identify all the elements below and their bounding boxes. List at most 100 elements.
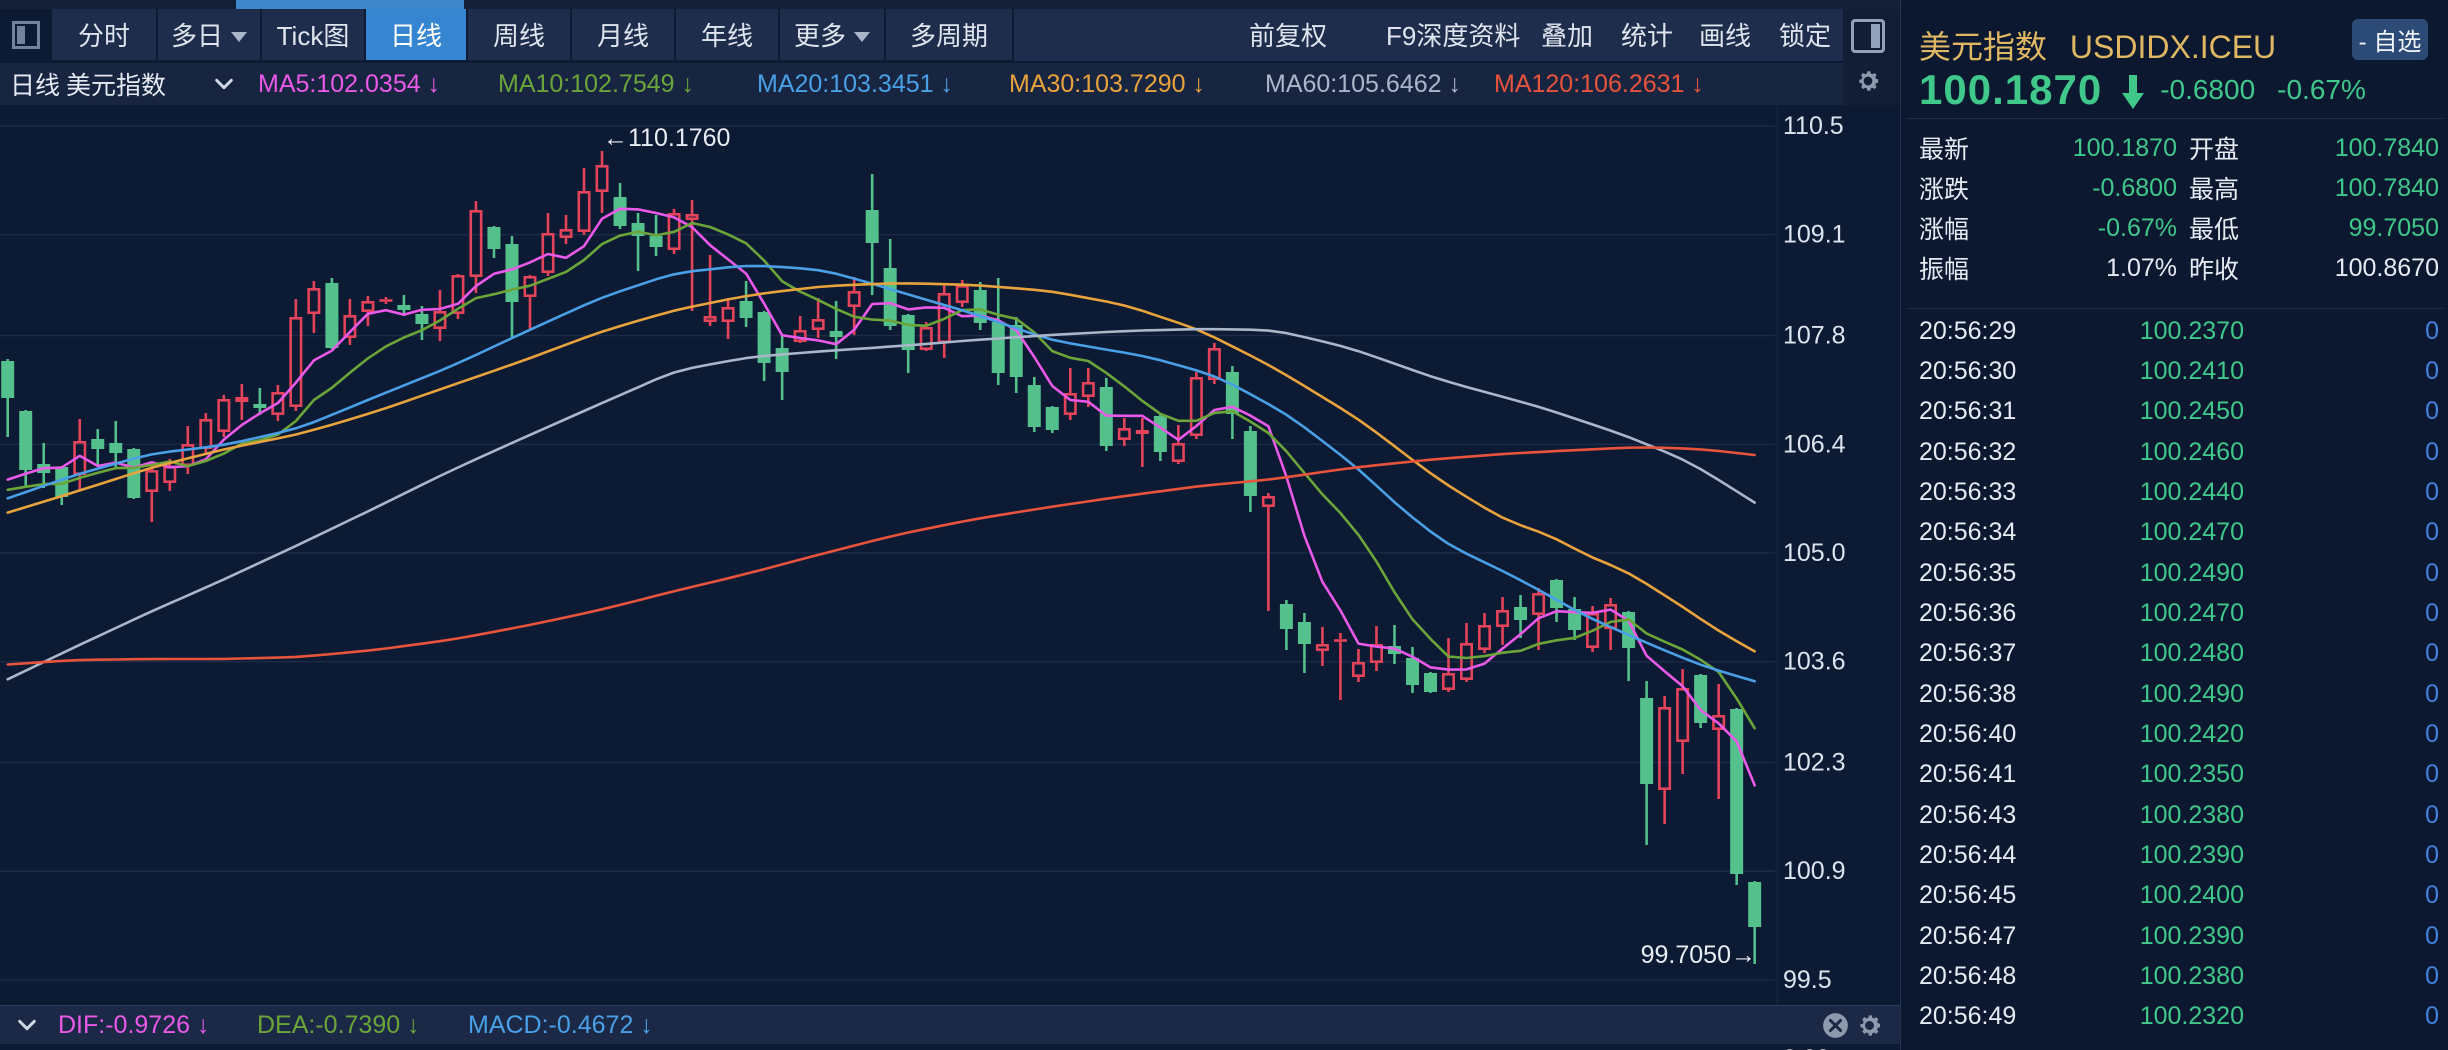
- candlestick-chart[interactable]: 110.5 109.1 107.8 106.4 105.0 103.6 102.3 100.9…: [0, 0, 1900, 1050]
- indicator-settings-gear-icon[interactable]: [1855, 68, 1881, 99]
- y-axis-tick: 110.5: [1783, 112, 1844, 140]
- expand-chevron-icon[interactable]: [16, 1006, 38, 1044]
- macd-axis-partial-label: 0.00: [1783, 1045, 1830, 1050]
- tick-time: 20:56:45: [1919, 881, 2017, 910]
- tick-time: 20:56:34: [1919, 518, 2017, 547]
- candle: [1117, 417, 1131, 446]
- ma-line-MA5: [6, 207, 1756, 787]
- panel-toggle-icon[interactable]: [1851, 19, 1885, 53]
- tab-Tick图[interactable]: Tick图: [262, 9, 364, 60]
- tab-月线[interactable]: 月线: [572, 9, 674, 60]
- candle: [1369, 625, 1383, 672]
- menu-F9深度资料[interactable]: F9深度资料: [1386, 9, 1520, 60]
- y-axis-tick: 105.0: [1783, 539, 1846, 567]
- info-value: 100.7840: [2334, 173, 2439, 202]
- tick-time: 20:56:29: [1919, 316, 2017, 345]
- tick-time: 20:56:31: [1919, 397, 2017, 426]
- candles: [1, 150, 1762, 965]
- info-label: 涨跌: [1919, 170, 1970, 206]
- info-label: 涨幅: [1919, 210, 1970, 246]
- tick-row: 20:56:41 100.2350 0: [1901, 755, 2448, 795]
- menu-画线[interactable]: 画线: [1699, 9, 1751, 60]
- tick-volume: 0: [2425, 841, 2439, 870]
- tick-row: 20:56:33 100.2440 0: [1901, 472, 2448, 512]
- tab-label: 周线: [492, 16, 545, 53]
- candle: [1694, 673, 1708, 728]
- candle: [1, 358, 15, 438]
- info-value: 100.8670: [2334, 253, 2439, 282]
- y-axis-tick: 106.4: [1783, 430, 1846, 458]
- tick-price: 100.2440: [2139, 477, 2244, 506]
- ma-line-MA30: [6, 282, 1756, 653]
- period-label: 日线: [10, 66, 61, 102]
- info-value: 100.1870: [2072, 133, 2177, 162]
- layout-toggle-icon[interactable]: [4, 13, 48, 57]
- tab-label: 月线: [596, 16, 649, 53]
- menu-label: 锁定: [1779, 16, 1832, 53]
- ma-legend-MA20: MA20:103.3451 ↓: [757, 69, 953, 98]
- tick-volume: 0: [2425, 477, 2439, 506]
- candle: [757, 311, 771, 381]
- tick-volume: 0: [2425, 881, 2439, 910]
- tick-volume: 0: [2425, 720, 2439, 748]
- tab-更多[interactable]: 更多: [780, 9, 884, 60]
- menu-统计[interactable]: 统计: [1621, 9, 1673, 60]
- tick-time: 20:56:35: [1919, 558, 2017, 587]
- collapse-chevron-icon[interactable]: [213, 63, 235, 105]
- window-tab-indicator: [236, 0, 464, 9]
- candle: [1387, 624, 1401, 664]
- quote-info-table: 最新 100.1870 开盘 100.7840 涨跌 -0.6800 最高 100.7840 涨…: [1901, 124, 2448, 292]
- tick-row: 20:56:47 100.2390 0: [1901, 916, 2448, 956]
- menu-锁定[interactable]: 锁定: [1779, 9, 1831, 60]
- quote-symbol-code: USDIDX.ICEU: [2069, 29, 2277, 65]
- candle: [487, 226, 501, 259]
- candle: [271, 384, 285, 422]
- tick-volume: 0: [2425, 760, 2439, 789]
- candle: [1045, 406, 1059, 434]
- ma-legend-MA60: MA60:105.6462 ↓: [1265, 69, 1461, 98]
- tab-label: 日线: [389, 16, 442, 53]
- tick-price: 100.2380: [2139, 800, 2244, 829]
- candle: [1081, 368, 1095, 407]
- candle: [109, 421, 123, 470]
- tab-年线[interactable]: 年线: [676, 9, 778, 60]
- watchlist-remove-button[interactable]: - 自选: [2352, 19, 2428, 60]
- tick-row: 20:56:29 100.2370 0: [1901, 311, 2448, 351]
- tab-分时[interactable]: 分时: [52, 9, 156, 60]
- candle: [829, 301, 843, 359]
- macd-pane-stub: 0.00: [0, 1044, 1900, 1050]
- tab-多日[interactable]: 多日: [158, 9, 260, 60]
- info-label: 振幅: [1919, 250, 1970, 286]
- tab-label: 年线: [700, 16, 753, 53]
- tab-周线[interactable]: 周线: [468, 9, 570, 60]
- corner-strip: [1843, 9, 1900, 105]
- dropdown-caret-icon: [231, 32, 247, 42]
- macd-settings-gear-icon[interactable]: [1856, 1006, 1883, 1044]
- tab-多周期[interactable]: 多周期: [886, 9, 1012, 60]
- tick-time: 20:56:33: [1919, 477, 2017, 506]
- quote-panel: 美元指数 USDIDX.ICEU - 自选 100.1870 -0.6800 -…: [1900, 0, 2448, 1050]
- tick-price: 100.2480: [2139, 639, 2244, 668]
- tick-volume: 0: [2425, 397, 2439, 426]
- candle: [739, 281, 753, 327]
- close-indicator-icon[interactable]: [1822, 1006, 1849, 1044]
- tab-日线[interactable]: 日线: [366, 9, 466, 60]
- info-value: -0.67%: [2097, 213, 2177, 242]
- down-arrow-icon: [2118, 73, 2148, 111]
- candle: [775, 335, 789, 401]
- tick-price: 100.2470: [2139, 598, 2244, 627]
- candle: [613, 183, 627, 229]
- grid-lines: [0, 125, 1775, 981]
- menu-叠加[interactable]: 叠加: [1541, 9, 1593, 60]
- menu-前复权[interactable]: 前复权: [1249, 9, 1337, 60]
- tick-volume: 0: [2425, 558, 2439, 587]
- tick-row: 20:56:31 100.2450 0: [1901, 392, 2448, 432]
- candle: [649, 215, 663, 256]
- candle: [1171, 424, 1185, 465]
- tick-row: 20:56:38 100.2490 0: [1901, 674, 2448, 714]
- tick-row: 20:56:35 100.2490 0: [1901, 553, 2448, 593]
- menu-label: 叠加: [1541, 16, 1594, 53]
- tick-price: 100.2390: [2139, 841, 2244, 870]
- time-sales-list[interactable]: 20:56:29 100.2370 0 20:56:30 100.2410 0 20:56:…: [1901, 311, 2448, 1050]
- tab-label: 分时: [77, 16, 130, 53]
